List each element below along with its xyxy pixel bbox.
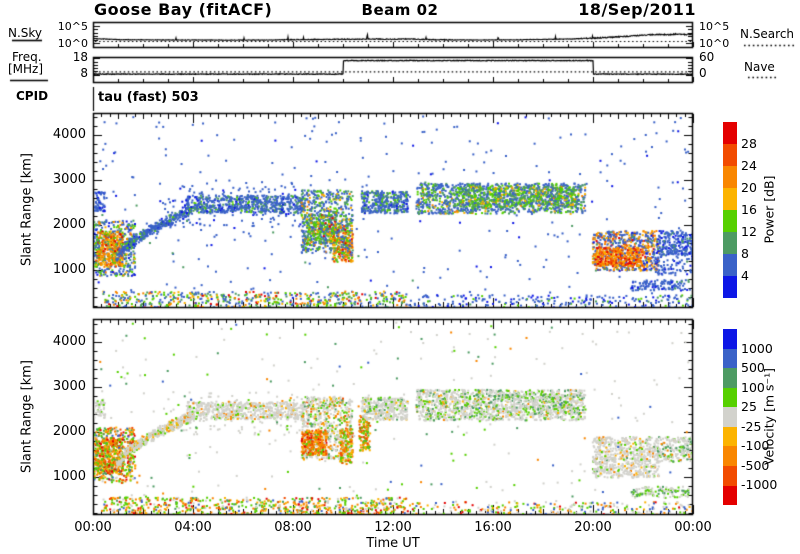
- colorbar-tick-label: 8: [741, 246, 749, 261]
- velocity-ytick-label: 4000: [52, 333, 86, 349]
- colorbar-tick-label: 16: [741, 202, 757, 217]
- colorbar-tick-label: -500: [741, 457, 770, 473]
- colorbar-segment: [723, 144, 737, 166]
- colorbar-tick-label: 24: [741, 158, 757, 173]
- time-tick-label: 20:00: [574, 520, 612, 535]
- colorbar-segment: [723, 348, 737, 369]
- colorbar-segment: [723, 232, 737, 254]
- nsky-ytick-bottom: 10^0: [57, 37, 88, 50]
- cpid-value: tau (fast) 503: [98, 90, 199, 105]
- colorbar-tick-label: 28: [741, 136, 757, 151]
- time-tick-label: 04:00: [174, 520, 212, 535]
- colorbar-segment: [723, 166, 737, 188]
- colorbar-tick-label: 500: [741, 360, 765, 376]
- power-y-axis-title: Slant Range [km]: [19, 153, 35, 266]
- colorbar-tick-label: 1000: [741, 340, 773, 356]
- nave-ytick-top: 60: [699, 50, 715, 64]
- colorbar-segment: [723, 188, 737, 210]
- power-colorbar: [723, 122, 737, 298]
- power-ytick-label: 3000: [52, 172, 86, 188]
- velocity-y-axis-title: Slant Range [km]: [19, 360, 35, 473]
- date-title: 18/Sep/2011: [578, 0, 696, 19]
- time-tick-label: 00:00: [74, 520, 112, 535]
- colorbar-segment: [723, 387, 737, 408]
- colorbar-segment: [723, 407, 737, 427]
- freq-ytick-top: 18: [72, 50, 88, 64]
- freq-axis-label-line1: Freq.: [12, 50, 42, 64]
- colorbar-tick-label: 25: [741, 399, 757, 415]
- nsky-right-ytick-top: 10^5: [699, 20, 730, 33]
- colorbar-segment: [723, 329, 737, 349]
- colorbar-segment: [723, 368, 737, 388]
- beam-title: Beam 02: [361, 1, 439, 19]
- freq-axis-label-line2: [MHz]: [8, 62, 44, 76]
- time-axis-title: Time UT: [366, 536, 420, 551]
- colorbar-tick-label: -25: [741, 418, 762, 434]
- colorbar-segment: [723, 485, 737, 506]
- colorbar-tick-label: -100: [741, 438, 770, 454]
- colorbar-segment: [723, 122, 737, 144]
- time-tick-label: 16:00: [474, 520, 512, 535]
- nave-legend-label: Nave: [744, 60, 775, 74]
- colorbar-tick-label: -1000: [741, 477, 778, 493]
- colorbar-segment: [723, 446, 737, 466]
- nsky-ytick-top: 10^5: [57, 20, 88, 33]
- time-tick-label: 00:00: [674, 520, 712, 535]
- cpid-label: CPID: [16, 89, 49, 103]
- power-ytick-label: 4000: [52, 127, 86, 143]
- nsky-right-ytick-bottom: 10^0: [699, 37, 730, 50]
- velocity-ytick-label: 1000: [52, 468, 86, 484]
- colorbar-tick-label: 12: [741, 224, 757, 239]
- power-ytick-label: 2000: [52, 217, 86, 233]
- time-tick-label: 12:00: [374, 520, 412, 535]
- nave-ytick-bottom: 0: [699, 66, 707, 80]
- colorbar-segment: [723, 210, 737, 232]
- velocity-ytick-label: 2000: [52, 423, 86, 439]
- colorbar-tick-label: 100: [741, 379, 765, 395]
- power-ytick-label: 1000: [52, 261, 86, 277]
- power-colorbar-title: Power [dB]: [761, 175, 777, 244]
- colorbar-tick-label: 20: [741, 180, 757, 195]
- velocity-ytick-label: 3000: [52, 378, 86, 394]
- station-title: Goose Bay (fitACF): [94, 0, 273, 19]
- colorbar-segment: [723, 276, 737, 298]
- colorbar-segment: [723, 465, 737, 486]
- velocity-colorbar: [723, 329, 737, 506]
- colorbar-tick-label: 4: [741, 268, 749, 283]
- colorbar-segment: [723, 254, 737, 276]
- freq-ytick-bottom: 8: [80, 66, 88, 80]
- nsky-axis-label: N.Sky: [8, 26, 43, 40]
- time-tick-label: 08:00: [274, 520, 312, 535]
- colorbar-segment: [723, 426, 737, 447]
- nsearch-legend-label: N.Search: [740, 27, 795, 41]
